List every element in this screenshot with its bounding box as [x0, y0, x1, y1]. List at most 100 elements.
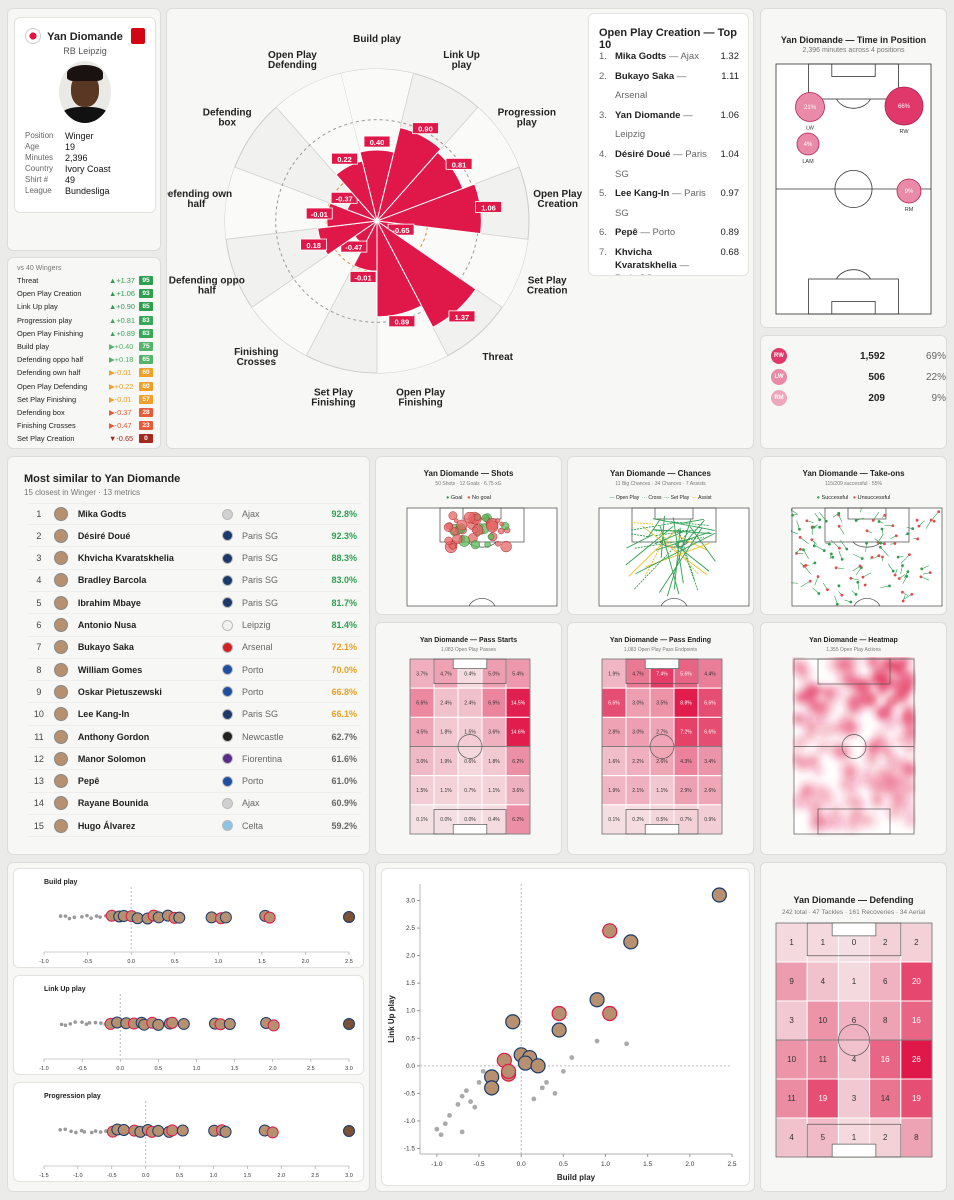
avatar[interactable]: [500, 1063, 517, 1079]
similar-team: Newcastle: [241, 731, 284, 742]
avatar[interactable]: [223, 1018, 236, 1031]
avatar[interactable]: [177, 1017, 190, 1030]
avatar[interactable]: [484, 1080, 500, 1096]
similar-row[interactable]: 9 Oskar Pietuszewski Porto 66.8%: [28, 681, 361, 704]
avatar[interactable]: [343, 1018, 355, 1030]
top10-row[interactable]: 5. Lee Kang-In — Paris SG 0.97: [599, 184, 739, 223]
similar-row[interactable]: 7 Bukayo Saka Arsenal 72.1%: [28, 637, 361, 659]
avatar[interactable]: [176, 1124, 189, 1137]
similar-name: William Gomes: [77, 664, 143, 675]
avatar[interactable]: [505, 1014, 521, 1030]
avatar[interactable]: [166, 1016, 179, 1029]
avatar[interactable]: [219, 1125, 232, 1138]
avatar[interactable]: [711, 887, 727, 903]
avatar[interactable]: [152, 1018, 165, 1031]
similar-row[interactable]: 1 Mika Godts Ajax 92.8%: [28, 503, 361, 525]
avatar: [53, 640, 68, 655]
top10-row[interactable]: 7. Khvicha Kvaratskhelia — Paris SG 0.68: [599, 243, 739, 275]
scatter-y-tick: 1.0: [406, 1008, 415, 1015]
top10-row[interactable]: 3. Yan Diomande — Leipzig 1.06: [599, 106, 739, 145]
similar-row[interactable]: 6 Antonio Nusa Leipzig 81.4%: [28, 615, 361, 637]
grid-value: 6.6%: [704, 730, 716, 736]
percentile-badge: 93: [139, 289, 153, 299]
percentile-badge: 83: [139, 328, 153, 338]
avatar[interactable]: [117, 1124, 130, 1137]
avatar[interactable]: [589, 992, 605, 1008]
avatar[interactable]: [263, 911, 276, 924]
similar-row[interactable]: 4 Bradley Barcola Paris SG 83.0%: [28, 570, 361, 592]
similar-row[interactable]: 3 Khvicha Kvaratskhelia Paris SG 88.3%: [28, 548, 361, 570]
info-key: Country: [25, 164, 54, 173]
avatar[interactable]: [551, 1005, 567, 1022]
percentile-badge: 85: [139, 302, 153, 312]
avatar[interactable]: [131, 912, 144, 925]
shot-marker: [486, 520, 499, 533]
takeons-subtitle: 115/209 successful · 55%: [825, 481, 882, 487]
avatar[interactable]: [173, 911, 186, 924]
top10-row[interactable]: 1. Mika Godts — Ajax 1.32: [599, 47, 739, 67]
similar-name: Bukayo Saka: [77, 642, 134, 653]
percentile-badge: 83: [139, 315, 153, 325]
percentile-metric: Build play: [17, 342, 50, 352]
grid-value: 8: [914, 1133, 919, 1142]
top10-row[interactable]: 2. Bukayo Saka — Arsenal 1.11: [599, 67, 739, 106]
similar-row[interactable]: 14 Rayane Bounida Ajax 60.9%: [28, 793, 361, 815]
similar-row[interactable]: 12 Manor Solomon Fiorentina 61.6%: [28, 748, 361, 771]
similar-score: 92.8%: [331, 509, 357, 519]
similar-row[interactable]: 11 Anthony Gordon Newcastle 62.7%: [28, 726, 361, 748]
avatar[interactable]: [219, 911, 232, 924]
avatar[interactable]: [343, 911, 355, 923]
similar-score: 92.3%: [331, 530, 357, 541]
grid-value: 1.5%: [416, 788, 428, 794]
chance-line: [673, 527, 681, 590]
svg-text:RW: RW: [899, 129, 909, 135]
top10-row[interactable]: 4. Désiré Doué — Paris SG 1.04: [599, 145, 739, 184]
chance-line: [647, 519, 661, 538]
scatter-y-tick: 2.5: [406, 925, 415, 932]
similar-row[interactable]: 13 Pepê Porto 61.0%: [28, 771, 361, 793]
similar-row[interactable]: 5 Ibrahim Mbaye Paris SG 81.7%: [28, 592, 361, 615]
grid-cell: [649, 746, 675, 777]
grid-value: 1.5%: [464, 730, 476, 736]
avatar[interactable]: [623, 934, 639, 950]
similar-row[interactable]: 8 William Gomes Porto 70.0%: [28, 659, 361, 682]
player-name: Yan Diomande: [47, 31, 123, 43]
avatar[interactable]: [602, 923, 618, 939]
similar-team: Porto: [241, 776, 264, 787]
shot-marker: [495, 518, 501, 524]
avatar[interactable]: [267, 1019, 280, 1032]
avatar[interactable]: [551, 1022, 567, 1038]
beeswarm-panel: Build play -1.0 -0.5 0.0 0.5 1.0 1.5 2.0 2.5 Lin…: [7, 862, 370, 1192]
pass-ends-subtitle: 1,083 Open Play Pass Endpoints: [623, 647, 698, 653]
top10-row[interactable]: 6. Pepê — Porto 0.89: [599, 223, 739, 243]
similar-row[interactable]: 2 Désiré Doué Paris SG 92.3%: [28, 525, 361, 548]
similar-rank: 4: [36, 575, 42, 586]
avatar[interactable]: [266, 1126, 279, 1139]
avatar: [53, 818, 68, 833]
grid-cell: [806, 1000, 839, 1041]
avatar[interactable]: [152, 1124, 165, 1137]
percentile-panel: vs 40 Wingers Threat ▲+1.37 95 Open Play Cr…: [7, 257, 161, 449]
club-crest-icon: [222, 552, 233, 564]
similar-score: 83.0%: [331, 575, 357, 586]
radar-axis-label: Defending own half: [167, 189, 232, 210]
scatter-x-tick: 2.0: [685, 1161, 694, 1168]
beeswarm-tick: -0.5: [107, 1173, 116, 1179]
similar-row[interactable]: 10 Lee Kang-In Paris SG 66.1%: [28, 704, 361, 726]
scatter-y-tick: 1.5: [406, 980, 415, 987]
shot-marker: [456, 519, 468, 531]
avatar[interactable]: [166, 1124, 179, 1137]
position-share: 69%: [925, 350, 946, 362]
avatar[interactable]: [517, 1055, 534, 1071]
defending-subtitle: 242 total · 47 Tackles · 161 Recoveries …: [781, 909, 926, 916]
percentile-delta: ▼-0.65: [109, 434, 134, 444]
radar-axis-label: Open Play Defending: [268, 50, 317, 71]
scatter-point: [434, 1126, 440, 1132]
similar-name: Ibrahim Mbaye: [77, 597, 141, 608]
avatar[interactable]: [343, 1125, 355, 1137]
avatar[interactable]: [602, 1005, 618, 1022]
avatar[interactable]: [530, 1058, 546, 1074]
similar-row[interactable]: 15 Hugo Álvarez Celta 59.2%: [28, 815, 361, 838]
club-crest-icon: [222, 731, 233, 742]
club-crest-icon: [222, 775, 233, 787]
